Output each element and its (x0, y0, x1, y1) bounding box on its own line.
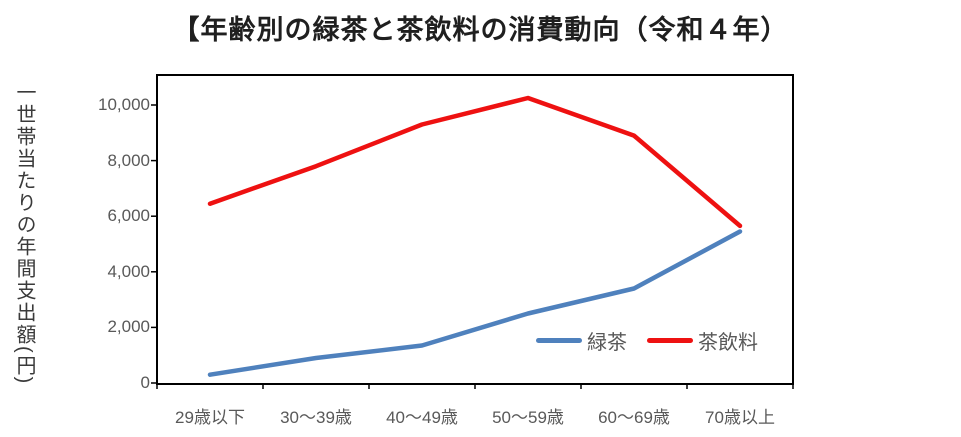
y-tick-label: 2,000 (107, 317, 150, 337)
legend-label: 茶飲料 (698, 332, 758, 354)
legend-item-green-tea[interactable]: 緑茶 (536, 326, 627, 355)
y-axis-title: 一世帯当たりの年間支出額(円) (13, 82, 35, 386)
x-tick-label: 50～59歳 (492, 408, 564, 427)
green-tea-legend-line-icon (536, 338, 582, 343)
green-tea-line (207, 229, 743, 377)
legend: 緑茶 茶飲料 (536, 326, 772, 355)
x-tick-label: 60～69歳 (598, 408, 670, 427)
y-tick-label: 0 (140, 373, 150, 392)
y-tick-label: 4,000 (107, 261, 150, 281)
chart-title: 【年齢別の緑茶と茶飲料の消費動向（令和４年） (172, 15, 789, 45)
tea-beverage-legend-line-icon (647, 338, 693, 343)
y-tick-label: 6,000 (107, 206, 150, 226)
x-tick-label: 29歳以下 (175, 408, 245, 427)
legend-label: 緑茶 (587, 332, 627, 354)
x-tick-label: 70歳以上 (705, 408, 775, 427)
y-tick-label: 8,000 (107, 150, 150, 170)
x-tick-label: 40～49歳 (386, 408, 458, 427)
tea-beverage-line (207, 95, 743, 229)
legend-item-tea-beverage[interactable]: 茶飲料 (647, 326, 758, 355)
plot-series (207, 95, 743, 377)
x-tick-label: 30～39歳 (280, 408, 352, 427)
y-tick-label: 10,000 (98, 95, 150, 114)
plot-frame (151, 74, 794, 389)
